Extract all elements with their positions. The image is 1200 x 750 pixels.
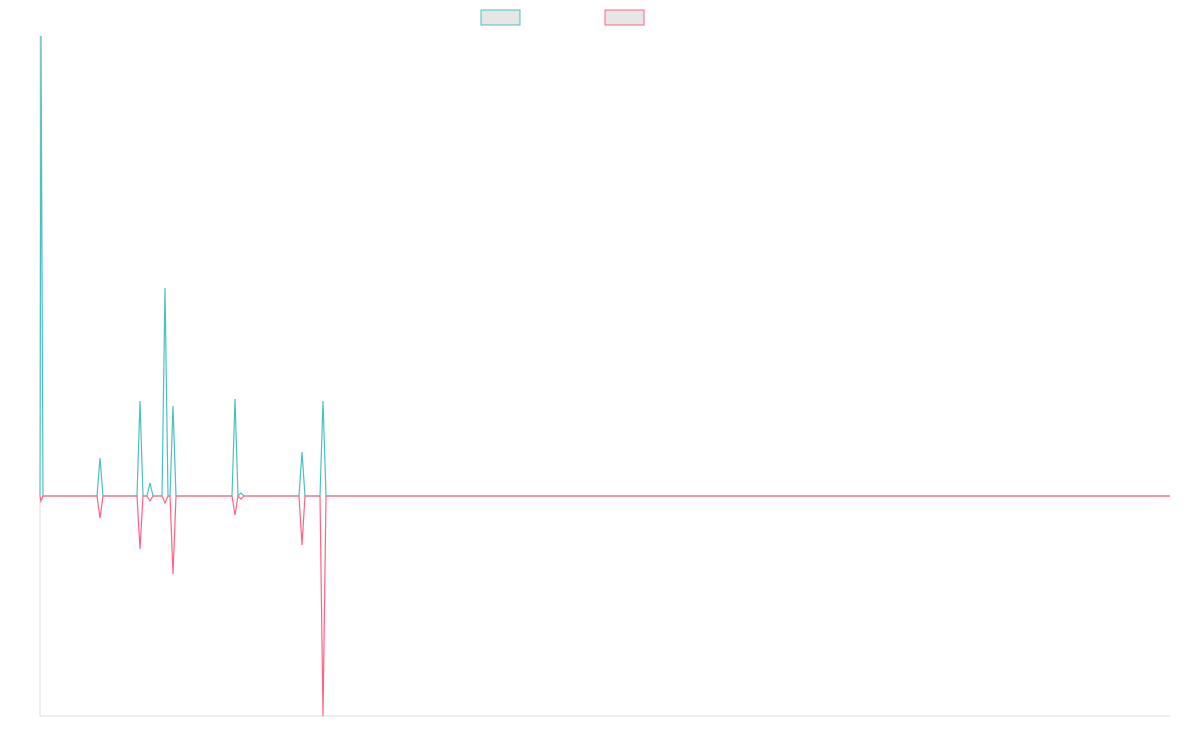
legend-swatch <box>604 9 645 26</box>
legend-swatch <box>480 9 521 26</box>
series-line <box>39 35 1170 498</box>
series-line <box>39 494 1170 717</box>
